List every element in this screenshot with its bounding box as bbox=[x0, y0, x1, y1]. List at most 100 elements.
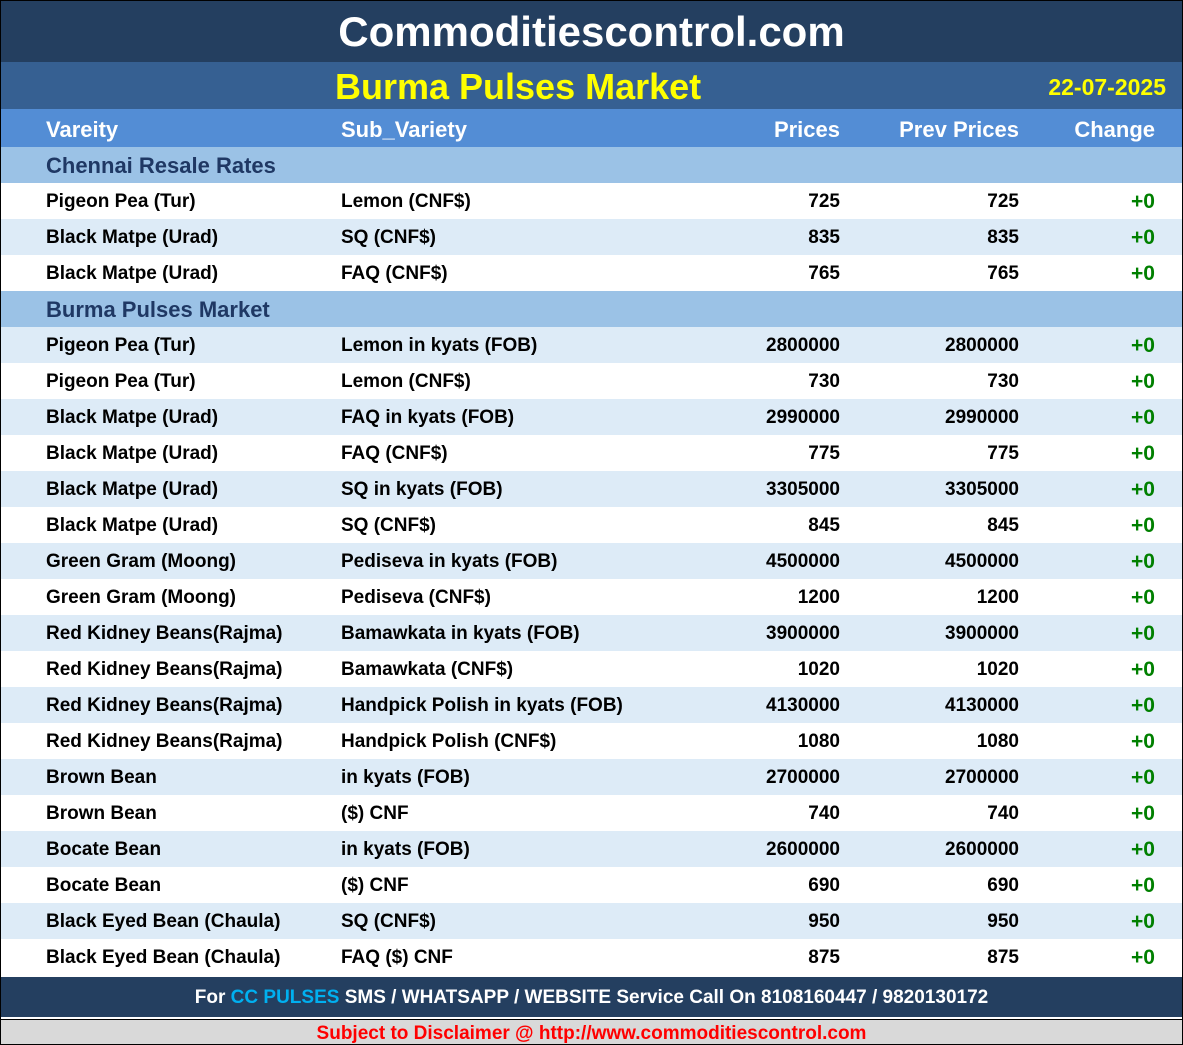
section-header: Burma Pulses Market bbox=[1, 291, 1182, 327]
cell-price: 3900000 bbox=[766, 623, 840, 644]
table-row: Black Matpe (Urad) SQ (CNF$) 835 835 +0 bbox=[1, 219, 1182, 255]
table-row: Black Matpe (Urad) SQ in kyats (FOB) 33050… bbox=[1, 471, 1182, 507]
cell-prev-price: 1080 bbox=[976, 731, 1019, 752]
cell-sub-variety: SQ (CNF$) bbox=[341, 227, 436, 248]
cell-price: 4500000 bbox=[766, 551, 840, 572]
col-prices: Prices bbox=[773, 117, 840, 142]
cell-prev-price: 2800000 bbox=[945, 335, 1019, 356]
table-row: Pigeon Pea (Tur) Lemon (CNF$) 725 725 +0 bbox=[1, 183, 1182, 219]
cell-sub-variety: Lemon in kyats (FOB) bbox=[341, 335, 538, 356]
cell-prev-price: 875 bbox=[987, 947, 1019, 968]
cell-variety: Green Gram (Moong) bbox=[46, 551, 237, 572]
cell-change: +0 bbox=[1131, 478, 1155, 501]
cell-price: 1080 bbox=[797, 731, 840, 752]
market-title: Burma Pulses Market bbox=[335, 66, 702, 107]
cell-price: 2600000 bbox=[766, 839, 840, 860]
cell-prev-price: 950 bbox=[987, 911, 1019, 932]
cell-prev-price: 845 bbox=[987, 515, 1019, 536]
cell-change: +0 bbox=[1131, 550, 1155, 573]
cell-change: +0 bbox=[1131, 406, 1155, 429]
cell-change: +0 bbox=[1131, 622, 1155, 645]
section-title: Chennai Resale Rates bbox=[46, 153, 276, 178]
table-row: Green Gram (Moong) Pediseva (CNF$) 1200 120… bbox=[1, 579, 1182, 615]
cell-prev-price: 3305000 bbox=[945, 479, 1019, 500]
table-row: Red Kidney Beans(Rajma) Bamawkata in kyat… bbox=[1, 615, 1182, 651]
table-row: Red Kidney Beans(Rajma) Bamawkata (CNF$) 1… bbox=[1, 651, 1182, 687]
cell-sub-variety: Handpick Polish in kyats (FOB) bbox=[341, 695, 623, 716]
column-headers: Vareity Sub_Variety Prices Prev Prices C… bbox=[1, 109, 1182, 147]
cell-variety: Black Matpe (Urad) bbox=[46, 227, 219, 248]
cell-sub-variety: SQ (CNF$) bbox=[341, 911, 436, 932]
cell-change: +0 bbox=[1131, 334, 1155, 357]
section-title: Burma Pulses Market bbox=[46, 297, 270, 322]
cell-variety: Pigeon Pea (Tur) bbox=[46, 191, 196, 212]
cell-price: 2990000 bbox=[766, 407, 840, 428]
col-sub-variety: Sub_Variety bbox=[341, 117, 467, 142]
cell-prev-price: 2600000 bbox=[945, 839, 1019, 860]
table-row: Black Matpe (Urad) FAQ (CNF$) 765 765 +0 bbox=[1, 255, 1182, 291]
cell-prev-price: 765 bbox=[987, 263, 1019, 284]
cell-variety: Green Gram (Moong) bbox=[46, 587, 237, 608]
cell-price: 845 bbox=[808, 515, 840, 536]
col-change: Change bbox=[1074, 117, 1155, 142]
cell-prev-price: 4130000 bbox=[945, 695, 1019, 716]
cell-variety: Brown Bean bbox=[46, 767, 157, 788]
cell-sub-variety: Handpick Polish (CNF$) bbox=[341, 731, 557, 752]
table-row: Black Matpe (Urad) FAQ in kyats (FOB) 2990… bbox=[1, 399, 1182, 435]
footer-text: For bbox=[194, 987, 231, 1008]
cell-prev-price: 1200 bbox=[976, 587, 1019, 608]
table-row: Black Matpe (Urad) FAQ (CNF$) 775 775 +0 bbox=[1, 435, 1182, 471]
cell-variety: Black Eyed Bean (Chaula) bbox=[46, 947, 281, 968]
cell-sub-variety: SQ (CNF$) bbox=[341, 515, 436, 536]
cell-price: 740 bbox=[808, 803, 840, 824]
table-row: Brown Bean in kyats (FOB) 2700000 2700000 +0 bbox=[1, 759, 1182, 795]
cell-change: +0 bbox=[1131, 658, 1155, 681]
cell-change: +0 bbox=[1131, 190, 1155, 213]
cell-prev-price: 775 bbox=[987, 443, 1019, 464]
table-row: Pigeon Pea (Tur) Lemon (CNF$) 730 730 +0 bbox=[1, 363, 1182, 399]
table-row: Pigeon Pea (Tur) Lemon in kyats (FOB) 2800… bbox=[1, 327, 1182, 363]
table-row: Black Matpe (Urad) SQ (CNF$) 845 845 +0 bbox=[1, 507, 1182, 543]
cell-change: +0 bbox=[1131, 802, 1155, 825]
cell-price: 2700000 bbox=[766, 767, 840, 788]
footer-highlight: CC PULSES bbox=[230, 987, 340, 1008]
cell-price: 730 bbox=[808, 371, 840, 392]
cell-change: +0 bbox=[1131, 730, 1155, 753]
table-row: Bocate Bean ($) CNF 690 690 +0 bbox=[1, 867, 1182, 903]
cell-variety: Black Matpe (Urad) bbox=[46, 443, 219, 464]
cell-sub-variety: ($) CNF bbox=[341, 803, 409, 824]
cell-variety: Pigeon Pea (Tur) bbox=[46, 371, 196, 392]
cell-sub-variety: FAQ (CNF$) bbox=[341, 443, 448, 464]
col-variety: Vareity bbox=[46, 117, 119, 142]
cell-variety: Black Matpe (Urad) bbox=[46, 479, 219, 500]
cell-sub-variety: FAQ (CNF$) bbox=[341, 263, 448, 284]
cell-prev-price: 2990000 bbox=[945, 407, 1019, 428]
cell-sub-variety: ($) CNF bbox=[341, 875, 409, 896]
cell-prev-price: 690 bbox=[987, 875, 1019, 896]
cell-price: 1200 bbox=[797, 587, 840, 608]
cell-variety: Red Kidney Beans(Rajma) bbox=[46, 623, 283, 644]
cell-change: +0 bbox=[1131, 766, 1155, 789]
cell-variety: Black Matpe (Urad) bbox=[46, 407, 219, 428]
table-row: Black Eyed Bean (Chaula) FAQ ($) CNF 875 87… bbox=[1, 939, 1182, 975]
cell-sub-variety: Bamawkata (CNF$) bbox=[341, 659, 514, 680]
cell-price: 775 bbox=[808, 443, 840, 464]
cell-change: +0 bbox=[1131, 694, 1155, 717]
cell-price: 950 bbox=[808, 911, 840, 932]
cell-sub-variety: SQ in kyats (FOB) bbox=[341, 479, 503, 500]
cell-change: +0 bbox=[1131, 442, 1155, 465]
disclaimer: Subject to Disclaimer @ http://www.commo… bbox=[1, 1019, 1182, 1044]
cell-price: 3305000 bbox=[766, 479, 840, 500]
cell-prev-price: 740 bbox=[987, 803, 1019, 824]
cell-variety: Black Matpe (Urad) bbox=[46, 515, 219, 536]
footer-text-rest: SMS / WHATSAPP / WEBSITE Service Call On… bbox=[339, 987, 989, 1008]
table-row: Bocate Bean in kyats (FOB) 2600000 2600000 +… bbox=[1, 831, 1182, 867]
cell-variety: Bocate Bean bbox=[46, 839, 162, 860]
cell-price: 725 bbox=[808, 191, 840, 212]
cell-sub-variety: Lemon (CNF$) bbox=[341, 371, 471, 392]
cell-variety: Pigeon Pea (Tur) bbox=[46, 335, 196, 356]
cell-price: 835 bbox=[808, 227, 840, 248]
section-header: Chennai Resale Rates bbox=[1, 147, 1182, 183]
cell-change: +0 bbox=[1131, 910, 1155, 933]
